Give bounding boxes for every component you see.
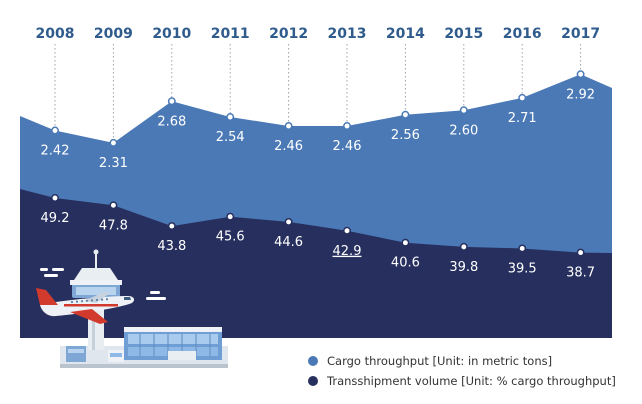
transship-data-label: 42.9 — [333, 244, 362, 259]
x-tick-label: 2015 — [444, 26, 483, 42]
transship-point — [284, 217, 293, 226]
cloud-icon — [40, 268, 166, 300]
cargo-point — [284, 122, 293, 130]
cargo-data-label: 2.31 — [99, 156, 128, 171]
cargo-point — [401, 110, 410, 119]
transship-point — [51, 194, 59, 202]
transship-data-label: 38.7 — [566, 266, 595, 281]
x-tick-label: 2012 — [269, 26, 308, 42]
legend-item-cargo: Cargo throughput [Unit: in metric tons] — [308, 354, 552, 368]
airport-illustration — [36, 249, 228, 368]
transship-point — [167, 222, 176, 231]
cargo-data-label: 2.46 — [274, 139, 303, 154]
transship-point — [401, 238, 410, 247]
transship-data-label: 39.5 — [508, 261, 537, 276]
transship-data-label: 40.6 — [391, 256, 420, 271]
x-tick-label: 2011 — [211, 26, 250, 42]
cargo-point — [51, 126, 59, 135]
terminal-building-icon — [124, 327, 222, 360]
cargo-data-label: 2.56 — [391, 128, 420, 143]
cargo-data-label: 2.42 — [41, 144, 70, 159]
cargo-data-label: 2.46 — [333, 139, 362, 154]
legend-item-transship: Transshipment volume [Unit: % cargo thro… — [308, 374, 616, 388]
legend-swatch-transship — [308, 376, 318, 386]
cargo-data-label: 2.60 — [449, 123, 478, 138]
transship-point — [459, 242, 468, 251]
cargo-point — [167, 97, 176, 106]
airplane-icon — [36, 288, 135, 324]
transship-data-label: 39.8 — [449, 260, 478, 275]
cargo-point — [459, 106, 468, 115]
legend-label-transship: Transshipment volume [Unit: % cargo thro… — [327, 374, 616, 388]
x-tick-label: 2010 — [152, 26, 191, 42]
x-tick-label: 2016 — [503, 26, 542, 42]
transship-point — [343, 226, 351, 235]
transship-data-label: 47.8 — [99, 218, 128, 233]
transship-data-label: 49.2 — [41, 211, 70, 226]
control-tower-icon — [70, 249, 122, 350]
cargo-data-label: 2.92 — [566, 87, 595, 102]
transship-point — [109, 201, 118, 210]
x-tick-label: 2014 — [386, 26, 425, 42]
cargo-point — [226, 113, 235, 121]
cargo-data-label: 2.71 — [508, 111, 537, 126]
cargo-point — [518, 93, 527, 102]
transship-point — [226, 212, 235, 221]
x-tick-label: 2009 — [94, 26, 133, 42]
cargo-point — [109, 138, 118, 147]
legend-swatch-cargo — [308, 356, 318, 366]
cargo-point — [343, 122, 351, 130]
cargo-point — [576, 70, 585, 79]
transship-point — [576, 248, 585, 257]
transship-data-label: 44.6 — [274, 235, 303, 250]
transship-data-label: 43.8 — [157, 239, 186, 254]
x-tick-label: 2008 — [36, 26, 75, 42]
x-tick-label: 2017 — [561, 26, 600, 42]
cargo-data-label: 2.54 — [216, 130, 245, 145]
legend-label-cargo: Cargo throughput [Unit: in metric tons] — [327, 354, 553, 368]
transship-data-label: 45.6 — [216, 230, 245, 245]
transship-point — [518, 244, 527, 253]
cargo-data-label: 2.68 — [157, 114, 186, 129]
x-tick-label: 2013 — [328, 26, 367, 42]
